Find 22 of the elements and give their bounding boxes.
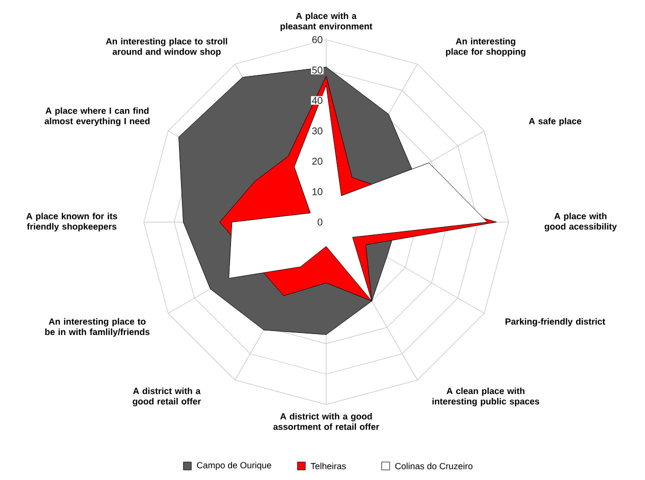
legend-label: Telheiras bbox=[310, 462, 346, 470]
spoke-label: A district with a good retail offer bbox=[132, 388, 201, 406]
spoke-label: A place known for its friendly shopkeepers bbox=[26, 212, 118, 232]
spoke-label: A place with a pleasant environment bbox=[280, 12, 372, 32]
spoke-label: A place where I can find almost everything I need bbox=[44, 107, 150, 126]
spoke-label: Parking-friendly district bbox=[506, 318, 606, 327]
y-tick-label: 10 bbox=[312, 188, 322, 196]
legend-label: Colinas do Cruzeiro bbox=[395, 462, 472, 470]
y-tick-label: 20 bbox=[312, 158, 322, 165]
spoke-label: A clean place with interesting public spaces bbox=[432, 388, 540, 406]
spoke-label: An interesting place to stroll around and window shop bbox=[106, 38, 228, 57]
y-tick-label: 30 bbox=[312, 127, 322, 134]
spoke-label: A place with good acessibility bbox=[544, 212, 617, 232]
y-tick-label: 60 bbox=[312, 36, 322, 44]
y-tick-label: 50 bbox=[312, 66, 322, 74]
spoke-label: A safe place bbox=[528, 118, 582, 126]
legend-label: Campo de Ourique bbox=[196, 462, 272, 470]
spoke-label: An interesting place to be in with famlily/friends bbox=[45, 318, 150, 337]
spoke-label: A district with a good assortment of retail offer bbox=[273, 413, 380, 430]
y-tick-label: 0 bbox=[318, 218, 322, 226]
spoke-label: An interesting place for shopping bbox=[446, 38, 526, 57]
y-tick-label: 40 bbox=[312, 97, 322, 104]
